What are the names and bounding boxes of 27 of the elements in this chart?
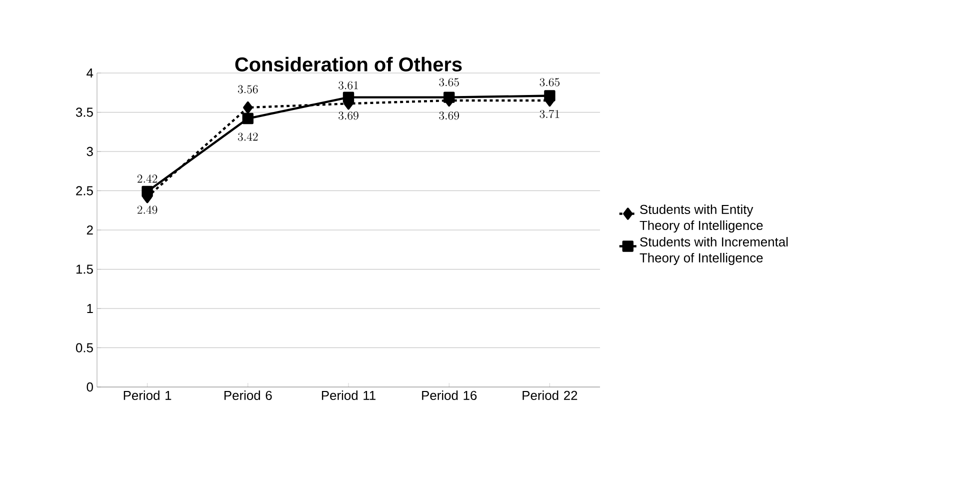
x-tick-label: Period 16 [422,390,477,400]
y-tick-label: 0.5 [76,343,93,352]
data-label: 3.65 [540,78,560,86]
data-label: 3.69 [439,112,460,120]
chart-title: Consideration of Others [235,56,462,72]
data-label: 3.65 [439,78,459,86]
legend-label: Students with Entity Theory of Intelligence [640,204,763,233]
x-tick-label: Period 6 [224,390,272,400]
data-label: 2.42 [137,174,158,183]
data-label: 3.71 [540,110,560,118]
x-tick-label: Period 22 [522,390,578,400]
legend-label: Students with Incremental Theory of Intelligence [640,236,788,266]
data-label: 3.56 [238,85,258,94]
y-tick-label: 2 [86,225,93,235]
y-tick-label: 1 [87,304,93,313]
y-tick-label: 1.5 [76,264,93,274]
y-tick-label: 3.5 [76,108,93,117]
data-label: 3.42 [238,132,258,141]
x-tick-label: Period 1 [124,390,172,400]
x-tick-label: Period 11 [322,390,376,400]
y-tick-label: 2.5 [76,186,93,196]
y-tick-label: 4 [86,68,94,78]
data-label: 3.61 [338,81,358,90]
y-tick-label: 0 [86,382,93,392]
data-label: 3.69 [338,112,358,120]
data-label: 2.49 [137,206,158,214]
y-tick-label: 3 [86,146,93,156]
